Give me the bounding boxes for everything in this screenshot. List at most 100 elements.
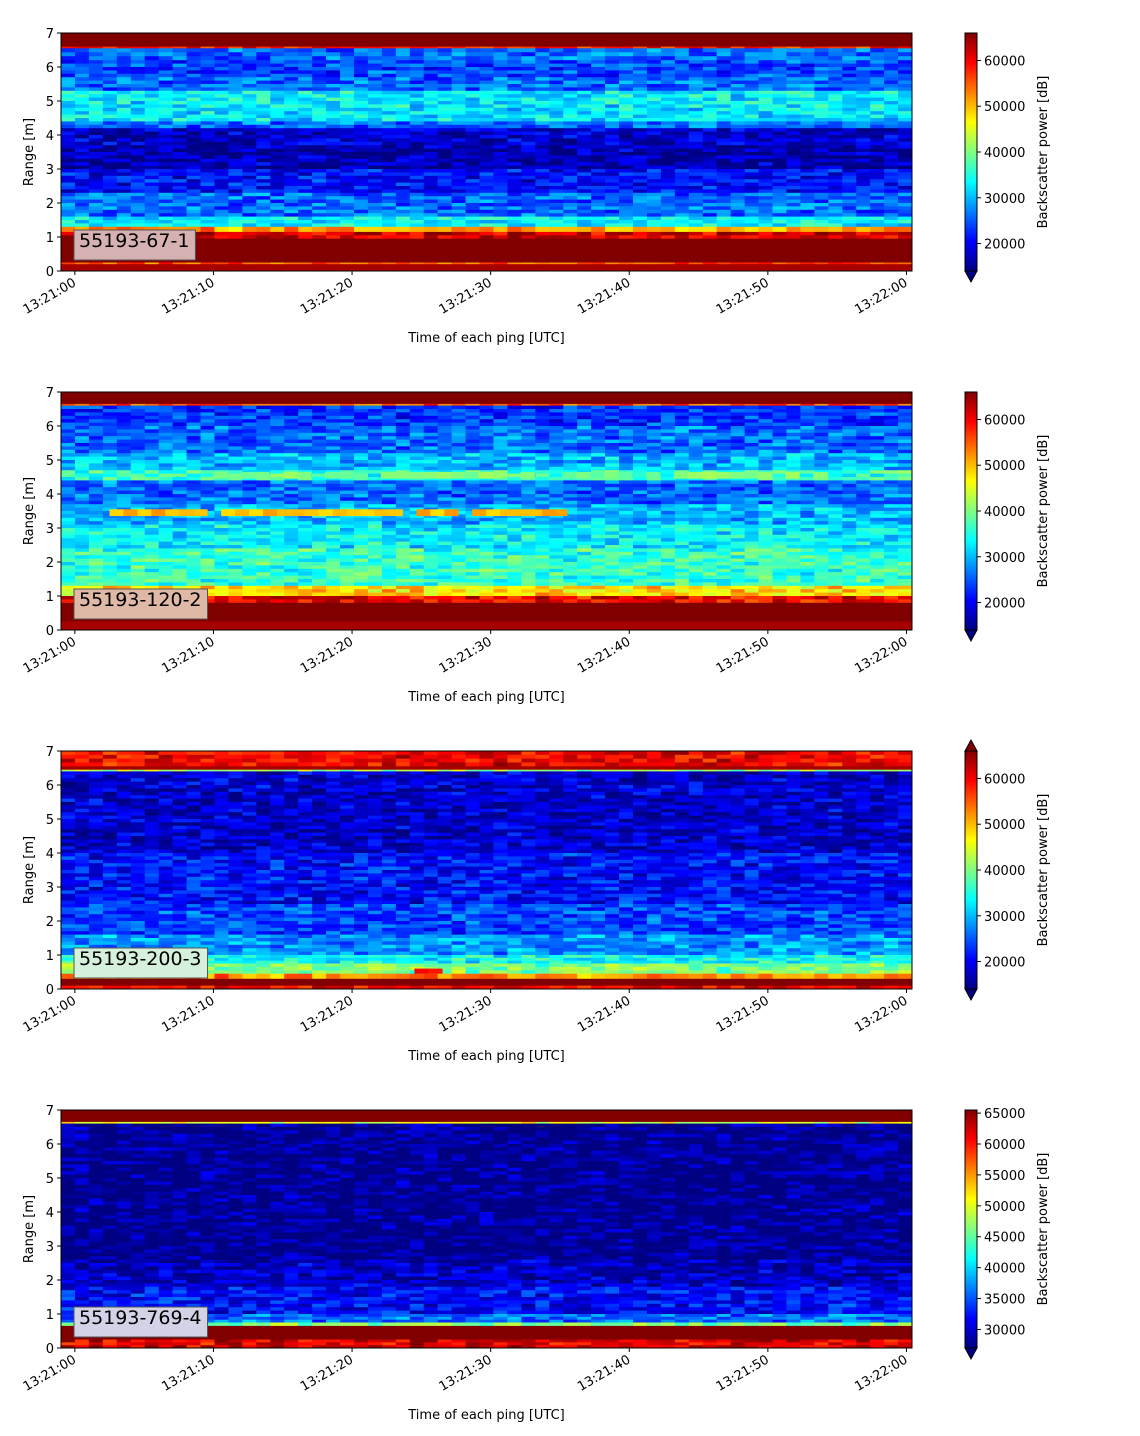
heatmap-cell bbox=[646, 203, 662, 207]
heatmap-cell bbox=[870, 179, 885, 184]
heatmap-cell bbox=[256, 409, 271, 413]
heatmap-cell bbox=[326, 223, 341, 228]
heatmap-cell bbox=[814, 412, 829, 417]
heatmap-cell bbox=[74, 36, 90, 41]
heatmap-cell bbox=[465, 419, 481, 424]
heatmap-cell bbox=[228, 226, 243, 233]
heatmap-cell bbox=[772, 403, 788, 407]
heatmap-cell bbox=[702, 189, 718, 194]
heatmap-cell bbox=[521, 48, 536, 53]
heatmap-cell bbox=[479, 138, 495, 143]
heatmap-cell bbox=[256, 175, 271, 180]
heatmap-cell bbox=[786, 80, 801, 85]
heatmap-cell bbox=[270, 87, 285, 92]
heatmap-cell bbox=[772, 235, 788, 240]
heatmap-cell bbox=[479, 192, 495, 197]
heatmap-cell bbox=[256, 415, 271, 420]
y-tick-label: 0 bbox=[46, 265, 54, 280]
heatmap-cell bbox=[493, 124, 509, 129]
heatmap-cell bbox=[884, 172, 899, 177]
heatmap-cell bbox=[395, 179, 411, 184]
heatmap-cell bbox=[535, 48, 550, 53]
heatmap-cell bbox=[74, 403, 90, 407]
heatmap-cell bbox=[144, 209, 160, 214]
heatmap-cell bbox=[270, 52, 285, 57]
heatmap-cell bbox=[702, 114, 718, 119]
heatmap-cell bbox=[730, 70, 746, 75]
heatmap-cell bbox=[563, 192, 578, 197]
heatmap-cell bbox=[423, 175, 439, 180]
heatmap-cell bbox=[451, 245, 467, 250]
heatmap-cell bbox=[591, 39, 606, 44]
heatmap-cell bbox=[758, 111, 774, 116]
heatmap-cell bbox=[326, 235, 341, 240]
heatmap-cell bbox=[702, 216, 718, 221]
heatmap-cell bbox=[828, 169, 843, 173]
heatmap-cell bbox=[842, 104, 857, 109]
heatmap-cell bbox=[479, 114, 495, 119]
heatmap-cell bbox=[493, 255, 509, 260]
heatmap-cell bbox=[674, 242, 690, 246]
heatmap-cell bbox=[772, 152, 788, 156]
heatmap-cell bbox=[535, 124, 550, 129]
heatmap-cell bbox=[326, 141, 341, 146]
heatmap-cell bbox=[200, 111, 216, 116]
heatmap-cell bbox=[842, 111, 857, 116]
heatmap-cell bbox=[228, 262, 243, 265]
heatmap-cell bbox=[521, 231, 536, 236]
heatmap-cell bbox=[381, 118, 397, 122]
heatmap-cell bbox=[102, 165, 118, 170]
heatmap-cell bbox=[144, 412, 160, 417]
heatmap-cell bbox=[340, 48, 355, 53]
heatmap-cell bbox=[786, 155, 801, 160]
heatmap-cell bbox=[632, 111, 648, 116]
heatmap-cell bbox=[61, 179, 76, 184]
heatmap-cell bbox=[465, 43, 481, 48]
heatmap-cell bbox=[674, 43, 690, 48]
heatmap-cell bbox=[116, 392, 132, 397]
heatmap-cell bbox=[381, 231, 397, 236]
heatmap-cell bbox=[856, 203, 871, 207]
heatmap-cell bbox=[312, 169, 327, 173]
heatmap-cell bbox=[507, 128, 522, 133]
heatmap-cell bbox=[479, 415, 495, 420]
heatmap-cell bbox=[479, 409, 495, 413]
heatmap-cell bbox=[270, 155, 285, 160]
heatmap-cell bbox=[381, 43, 397, 48]
heatmap-cell bbox=[521, 182, 536, 187]
heatmap-cell bbox=[61, 118, 76, 122]
heatmap-cell bbox=[298, 128, 313, 133]
heatmap-cell bbox=[535, 412, 550, 417]
heatmap-cell bbox=[535, 77, 550, 82]
heatmap-cell bbox=[381, 252, 397, 257]
heatmap-cell bbox=[409, 196, 425, 201]
heatmap-cell bbox=[563, 223, 578, 228]
heatmap-cell bbox=[716, 36, 732, 41]
heatmap-cell bbox=[437, 97, 453, 102]
heatmap-cell bbox=[312, 175, 327, 180]
heatmap-cell bbox=[521, 155, 536, 160]
heatmap-cell bbox=[144, 419, 160, 424]
y-tick-label: 7 bbox=[46, 27, 54, 42]
heatmap-cell bbox=[284, 97, 299, 102]
heatmap-cell bbox=[549, 114, 564, 119]
heatmap-cell bbox=[479, 213, 495, 218]
heatmap-cell bbox=[353, 52, 369, 57]
heatmap-cell bbox=[312, 145, 327, 150]
heatmap-cell bbox=[270, 124, 285, 129]
heatmap-cell bbox=[214, 155, 230, 160]
heatmap-cell bbox=[605, 415, 620, 420]
heatmap-cell bbox=[228, 259, 243, 263]
heatmap-cell bbox=[423, 165, 439, 170]
heatmap-cell bbox=[702, 196, 718, 201]
heatmap-cell bbox=[814, 97, 829, 102]
heatmap-cell bbox=[312, 104, 327, 109]
heatmap-cell bbox=[674, 175, 690, 180]
heatmap-cell bbox=[898, 158, 912, 163]
heatmap-cell bbox=[758, 226, 774, 233]
heatmap-cell bbox=[884, 415, 899, 420]
heatmap-cell bbox=[493, 77, 509, 82]
heatmap-cell bbox=[74, 121, 90, 126]
heatmap-cell bbox=[340, 231, 355, 236]
heatmap-cell bbox=[74, 262, 90, 265]
